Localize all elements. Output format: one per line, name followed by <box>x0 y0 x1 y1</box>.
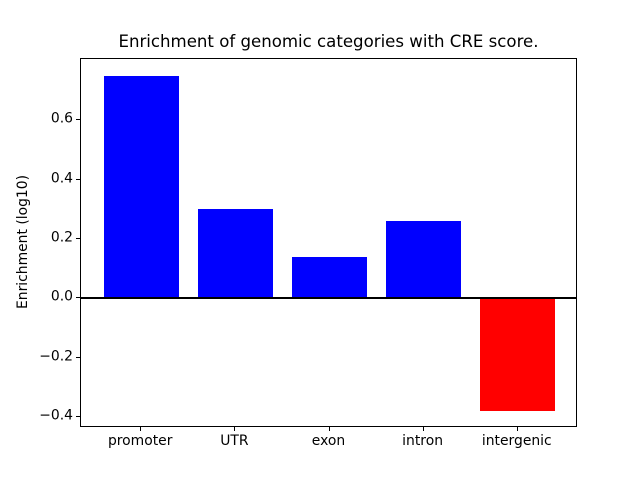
bar-intergenic <box>480 298 556 412</box>
x-tick <box>234 427 236 431</box>
y-tick-label: 0.6 <box>50 110 73 127</box>
y-tick-label: 0.0 <box>50 288 73 305</box>
x-tick <box>140 427 142 431</box>
x-tick <box>422 427 424 431</box>
y-tick-label: 0.4 <box>50 170 73 187</box>
y-axis-label: Enrichment (log10) <box>15 174 31 310</box>
zero-baseline <box>81 297 576 300</box>
y-tick <box>76 178 80 180</box>
y-tick <box>76 119 80 121</box>
y-tick <box>76 416 80 418</box>
y-tick <box>76 238 80 239</box>
bar-intron <box>386 221 462 299</box>
x-tick-label-UTR: UTR <box>220 433 249 449</box>
bar-promoter <box>103 75 179 299</box>
y-tick-label: −0.2 <box>39 348 73 365</box>
chart-title: Enrichment of genomic categories with CR… <box>118 32 539 51</box>
y-tick <box>76 297 80 299</box>
y-tick-label: −0.4 <box>39 407 73 424</box>
x-tick-label-intergenic: intergenic <box>481 433 552 449</box>
bar-exon <box>291 256 368 299</box>
plot-area <box>80 58 577 427</box>
x-tick-label-exon: exon <box>311 433 346 449</box>
x-tick-label-intron: intron <box>402 433 444 449</box>
y-tick <box>76 356 80 358</box>
x-tick <box>516 427 518 431</box>
bar-UTR <box>197 209 273 299</box>
x-tick-label-promoter: promoter <box>107 433 173 449</box>
y-tick-label: 0.2 <box>50 229 73 246</box>
x-tick <box>328 427 330 431</box>
